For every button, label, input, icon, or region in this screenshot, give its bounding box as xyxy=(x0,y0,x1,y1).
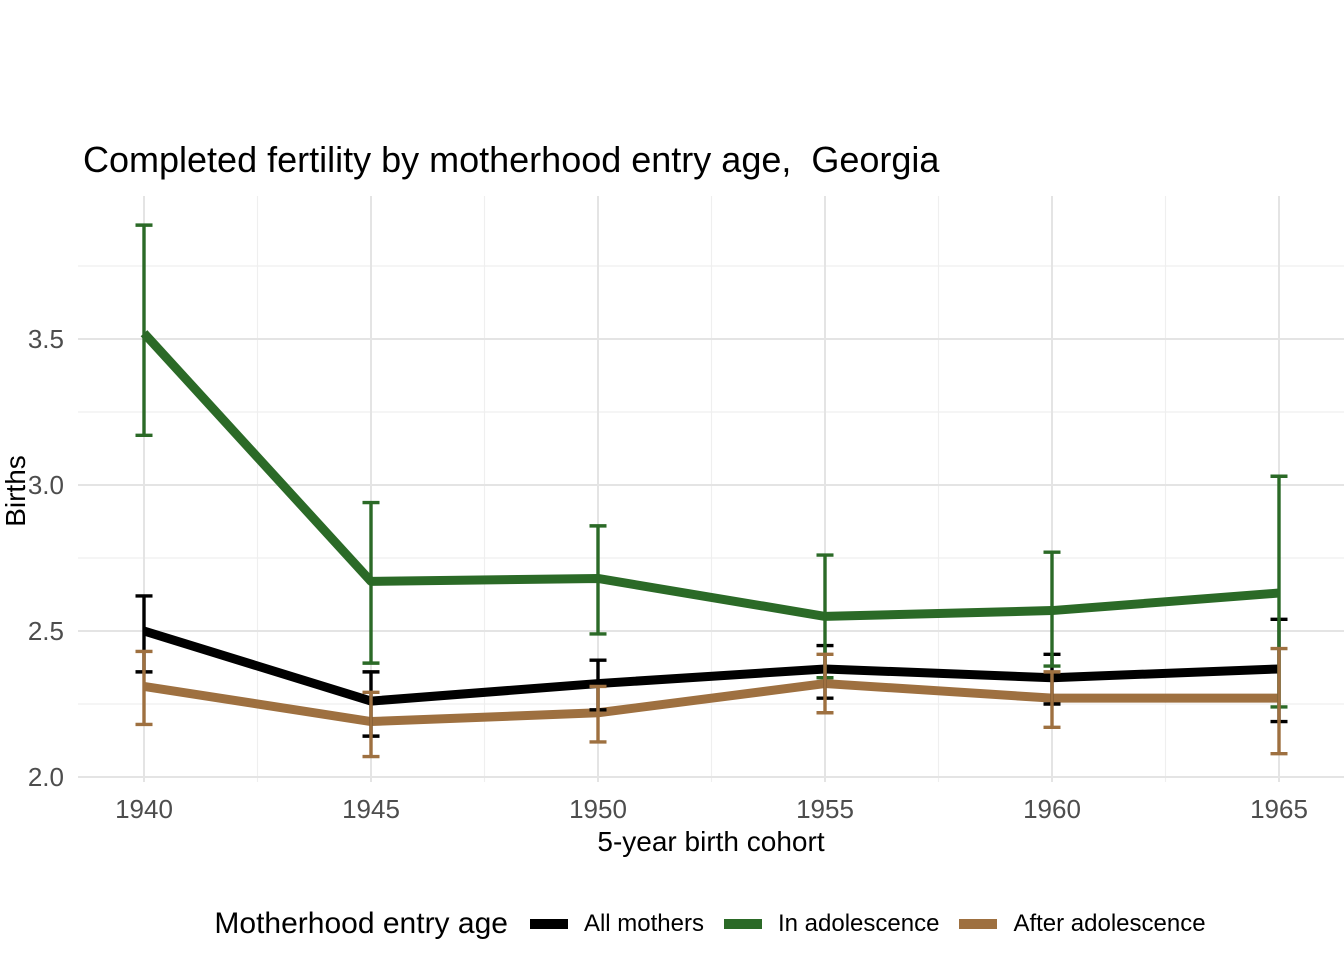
error-bars-after-adolescence xyxy=(135,646,1288,759)
x-axis-title: 5-year birth cohort xyxy=(597,826,825,857)
x-tick-label: 1960 xyxy=(1023,794,1081,824)
x-tick-label: 1945 xyxy=(342,794,400,824)
legend-swatch-icon xyxy=(724,919,762,929)
x-tick-label: 1965 xyxy=(1250,794,1308,824)
legend-items: All mothers In adolescence After adolescen… xyxy=(529,910,1206,938)
y-tick-label: 2.0 xyxy=(27,762,64,792)
error-bars-in-adolescence xyxy=(135,223,1288,709)
error-bars xyxy=(135,223,1288,759)
legend-item-label: After adolescence xyxy=(1013,910,1206,937)
x-tick-label: 1950 xyxy=(569,794,627,824)
legend: Motherhood entry age All mothers In adole… xyxy=(0,896,1344,952)
y-tick-label: 3.0 xyxy=(27,470,64,500)
legend-item-label: In adolescence xyxy=(778,910,940,937)
legend-item-label: All mothers xyxy=(583,910,704,937)
series-line-in-adolescence xyxy=(140,330,1280,621)
chart-title: Completed fertility by motherhood entry … xyxy=(83,139,940,180)
legend-item-in-adolescence: In adolescence xyxy=(724,910,939,938)
legend-swatch-icon xyxy=(959,919,998,929)
x-tick-label: 1955 xyxy=(796,794,854,824)
y-tick-label: 2.5 xyxy=(27,616,64,646)
legend-item-after-adolescence: After adolescence xyxy=(959,910,1206,938)
series-lines xyxy=(140,330,1280,727)
legend-swatch-icon xyxy=(529,919,568,929)
legend-title: Motherhood entry age xyxy=(214,907,508,940)
series-line-all-mothers xyxy=(142,626,1280,706)
series-line-after-adolescence xyxy=(143,679,1279,727)
legend-item-all-mothers: All mothers xyxy=(529,910,704,938)
y-tick-label: 3.5 xyxy=(27,324,64,354)
x-tick-label: 1940 xyxy=(115,794,173,824)
